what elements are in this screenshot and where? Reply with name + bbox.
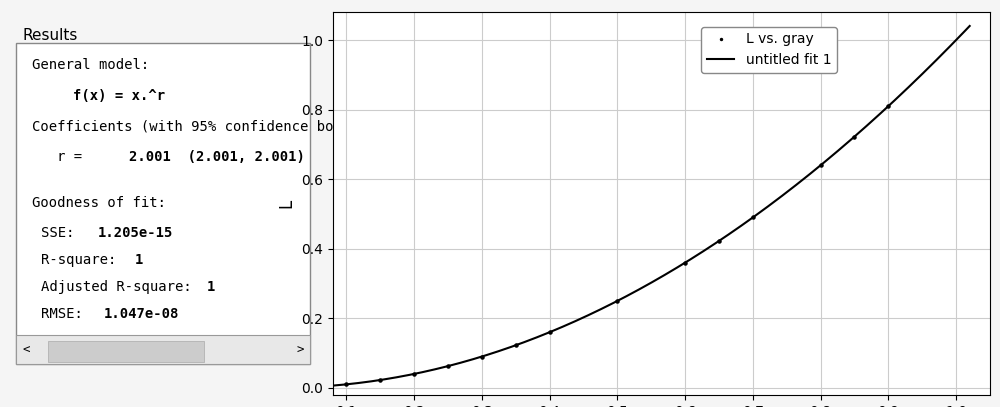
Text: 2.001  (2.001, 2.001): 2.001 (2.001, 2.001) xyxy=(129,150,305,164)
Text: 1.047e-08: 1.047e-08 xyxy=(104,307,179,321)
Text: 1.205e-15: 1.205e-15 xyxy=(98,226,173,241)
Point xyxy=(406,371,422,377)
FancyBboxPatch shape xyxy=(16,335,310,364)
Legend: L vs. gray, untitled fit 1: L vs. gray, untitled fit 1 xyxy=(701,27,837,73)
Text: <: < xyxy=(23,344,30,357)
FancyBboxPatch shape xyxy=(16,43,310,364)
FancyBboxPatch shape xyxy=(48,341,204,362)
Text: 1: 1 xyxy=(135,253,144,267)
Text: f(x) = x.^r: f(x) = x.^r xyxy=(73,89,165,103)
Point xyxy=(372,377,388,383)
Point xyxy=(338,381,354,387)
Point xyxy=(609,298,625,304)
Point xyxy=(711,238,727,244)
Text: R-square:: R-square: xyxy=(41,253,125,267)
Text: >: > xyxy=(297,344,304,357)
Text: RMSE:: RMSE: xyxy=(41,307,92,321)
Point xyxy=(880,103,896,109)
Point xyxy=(440,363,456,370)
Text: Coefficients (with 95% confidence bo: Coefficients (with 95% confidence bo xyxy=(32,119,333,133)
Y-axis label: L: L xyxy=(277,199,295,208)
Point xyxy=(677,259,693,266)
Text: 1: 1 xyxy=(207,280,216,294)
Point xyxy=(474,353,490,360)
Point xyxy=(542,329,558,335)
Point xyxy=(813,162,829,168)
Point xyxy=(508,342,524,348)
Text: r =: r = xyxy=(57,150,132,164)
Text: Results: Results xyxy=(23,28,78,42)
Text: SSE:: SSE: xyxy=(41,226,83,241)
Text: Adjusted R-square:: Adjusted R-square: xyxy=(41,280,200,294)
Text: Goodness of fit:: Goodness of fit: xyxy=(32,196,166,210)
Point xyxy=(745,214,761,221)
Point xyxy=(846,133,862,140)
Text: General model:: General model: xyxy=(32,58,149,72)
